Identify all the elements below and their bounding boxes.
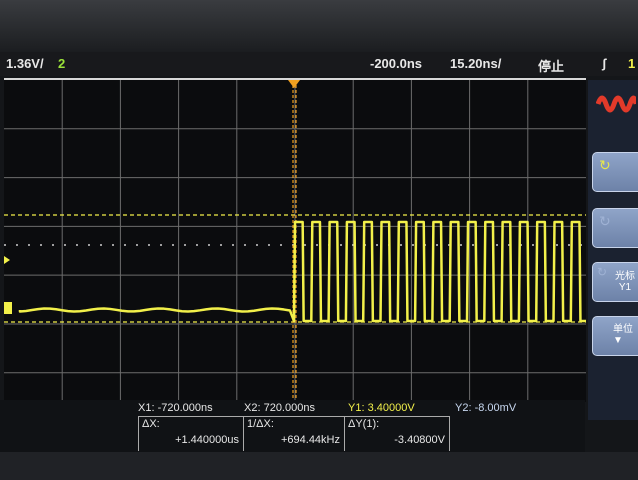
x2-value: 720.000ns (263, 402, 315, 414)
waveform-icon (596, 95, 636, 113)
dx-value: +1.440000us (175, 434, 239, 446)
run-state: 停止 (538, 59, 565, 74)
inverse-delta-x-cell: 1/ΔX: +694.44kHz (243, 416, 344, 451)
time-offset: -200.0ns (370, 56, 423, 71)
trigger-level-marker (4, 256, 10, 264)
cursor-sub: Y1 (618, 282, 632, 293)
channel1-trace (18, 220, 589, 323)
x2-label: X2: (244, 402, 261, 414)
menu-button-1[interactable]: ↻ (592, 152, 638, 192)
dy-value: -3.40800V (394, 434, 445, 446)
channel-scale: 1.36V/ (6, 56, 44, 71)
inv-dx-value: +694.44kHz (280, 434, 340, 446)
delta-x-cell: ΔX: +1.440000us (138, 416, 243, 451)
channel-number: 2 (58, 56, 66, 71)
status-bar: 1.36V/ 2 -200.0ns 15.20ns/ 停止 ʃ 1 (0, 52, 638, 76)
y2-value: -8.00mV (474, 402, 517, 414)
rotate-knob-icon: ↻ (599, 157, 611, 173)
cursor-label: 光标 (615, 271, 635, 282)
menu-button-cursor[interactable]: ↻ 光标 Y1 (592, 262, 638, 302)
waveform-graticule (4, 80, 589, 402)
cursor-measurements: X1: -720.000ns X2: 720.000ns Y1: 3.40000… (0, 400, 585, 452)
rotate-knob-icon: ↻ (597, 265, 608, 279)
waveform-display[interactable] (4, 78, 589, 402)
delta-y-cell: ΔY(1): -3.40800V (344, 416, 450, 451)
oscilloscope-bezel (0, 0, 638, 52)
bezel-bottom (0, 452, 638, 480)
arrow-down-icon: ▼ (613, 335, 623, 346)
unit-label: 单位 (613, 324, 633, 335)
y1-label: Y1: (348, 402, 365, 414)
menu-button-2[interactable]: ↻ (592, 208, 638, 248)
inv-dx-label: 1/ΔX: (247, 418, 274, 430)
time-scale: 15.20ns/ (450, 56, 502, 71)
rising-edge-icon: ʃ (602, 56, 607, 71)
dy-label: ΔY(1): (348, 418, 380, 430)
trigger-channel: 1 (628, 56, 636, 71)
trigger-position-marker (288, 80, 300, 88)
dx-label: ΔX: (142, 418, 160, 430)
channel1-ground-marker (4, 302, 12, 314)
y1-value: 3.40000V (367, 402, 415, 414)
menu-button-unit[interactable]: 单位 ▼ (592, 316, 638, 356)
rotate-knob-icon: ↻ (599, 213, 611, 229)
x1-value: -720.000ns (157, 402, 213, 414)
x1-label: X1: (138, 402, 155, 414)
y2-label: Y2: (455, 402, 472, 414)
side-menu: ↻ ↻ ↻ 光标 Y1 单位 ▼ (588, 80, 638, 420)
